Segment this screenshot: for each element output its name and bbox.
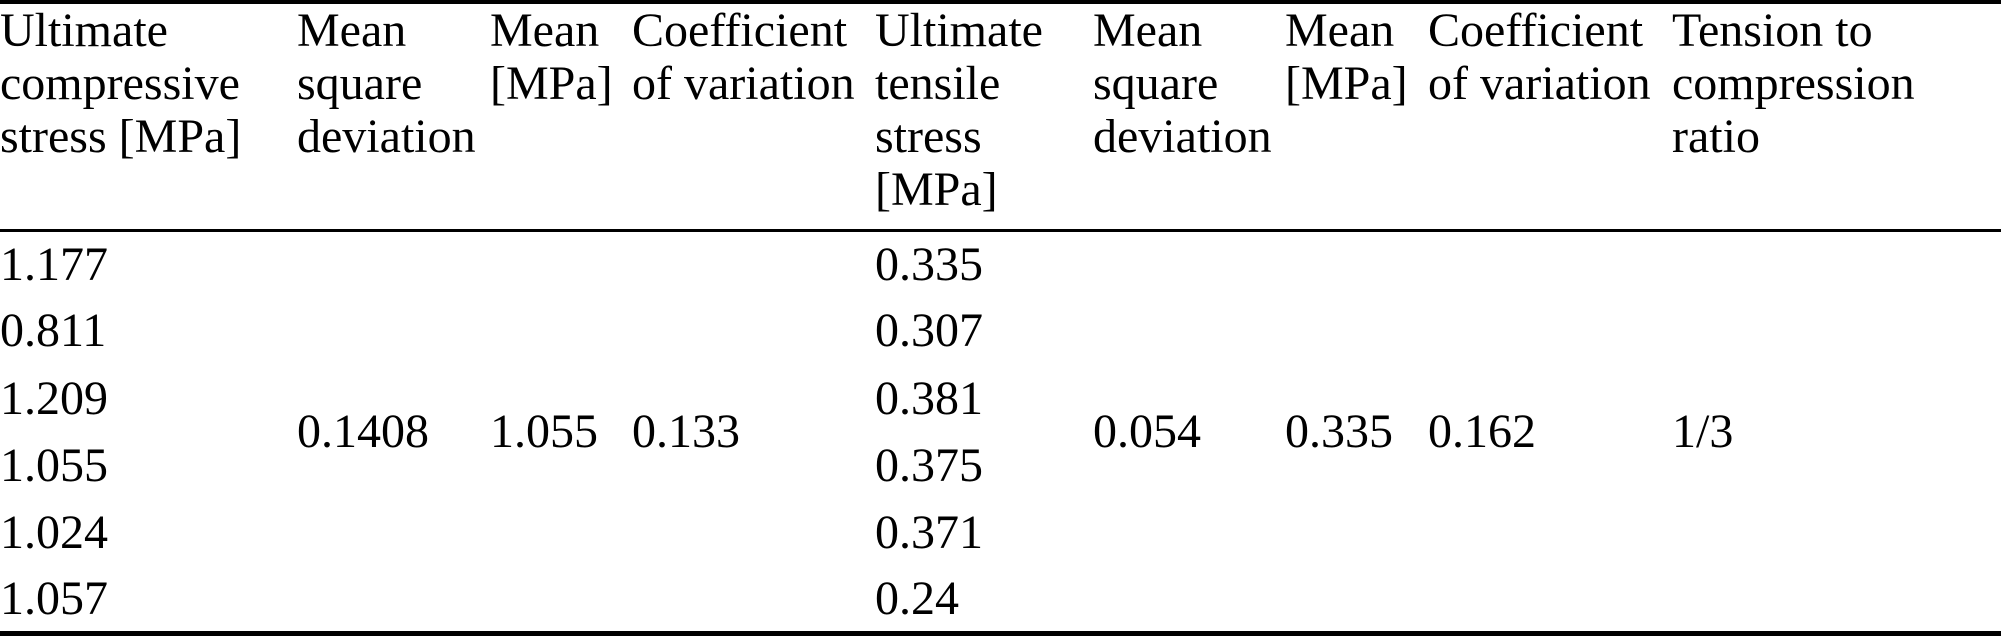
tension-compression-ratio-cell: 1/3: [1672, 404, 1734, 458]
table-row: 1.177 0.1408 1.055 0.133 0.335 0.054 0.3…: [0, 230, 2001, 458]
compressive-mean-cell: 1.055: [490, 404, 598, 458]
tensile-stress-value: 0.335: [875, 237, 983, 291]
tensile-stress-value: 0.381: [875, 371, 983, 425]
compressive-stress-value: 1.209: [0, 371, 108, 425]
table-row: 1.055 0.375: [0, 432, 2001, 499]
col-header-compressive-mean-square-deviation: Mean square deviation: [297, 2, 490, 232]
tensile-msd-cell: 0.054: [1093, 404, 1201, 458]
header-row: Ultimate compressive stress [MPa] Mean s…: [0, 2, 2001, 232]
compressive-stress-value: 1.057: [0, 572, 108, 626]
compressive-stress-value: 0.811: [0, 304, 107, 358]
col-header-ultimate-compressive-stress: Ultimate compressive stress [MPa]: [0, 2, 297, 232]
compressive-msd-cell: 0.1408: [297, 404, 429, 458]
tensile-stress-value: 0.24: [875, 572, 959, 626]
compressive-stress-value: 1.055: [0, 439, 108, 493]
compressive-cov-cell: 0.133: [632, 404, 740, 458]
table-row: 1.209 0.381: [0, 365, 2001, 432]
tensile-stress-value: 0.371: [875, 506, 983, 560]
col-header-compressive-coefficient-of-variation: Coefficient of variation: [632, 2, 875, 232]
col-header-tensile-coefficient-of-variation: Coefficient of variation: [1428, 2, 1672, 232]
table-row: 1.024 0.371: [0, 499, 2001, 566]
table-row: 0.811 0.307: [0, 297, 2001, 364]
col-header-tensile-mean: Mean [MPa]: [1285, 2, 1428, 232]
col-header-compressive-mean: Mean [MPa]: [490, 2, 632, 232]
table-row: 1.057 0.24: [0, 566, 2001, 633]
col-header-tension-to-compression-ratio: Tension to compression ratio: [1672, 2, 2001, 232]
tensile-mean-cell: 0.335: [1285, 404, 1393, 458]
tensile-cov-cell: 0.162: [1428, 404, 1536, 458]
compressive-stress-value: 1.177: [0, 237, 108, 291]
tensile-stress-value: 0.307: [875, 304, 983, 358]
compressive-stress-value: 1.024: [0, 506, 108, 560]
col-header-tensile-mean-square-deviation: Mean square deviation: [1093, 2, 1285, 232]
col-header-ultimate-tensile-stress: Ultimate tensile stress [MPa]: [875, 2, 1093, 232]
tensile-stress-value: 0.375: [875, 439, 983, 493]
